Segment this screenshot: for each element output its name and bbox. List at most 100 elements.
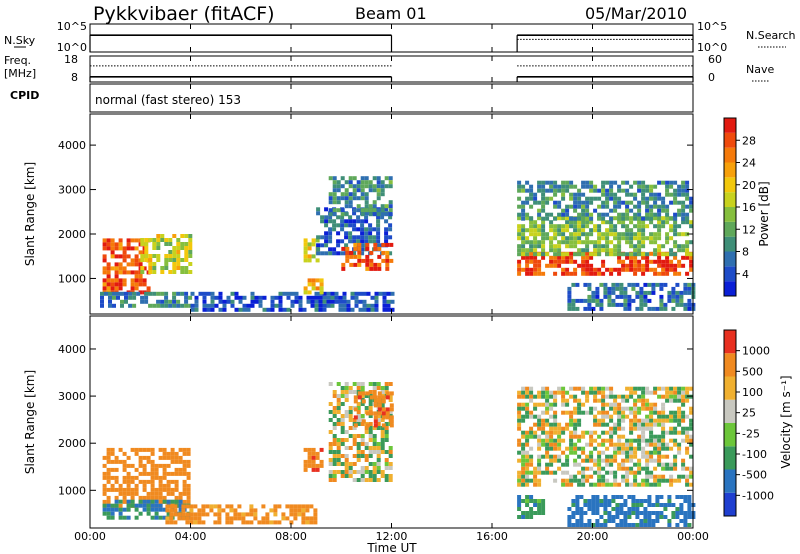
heatmap-cell (229, 516, 234, 521)
heatmap-cell (246, 303, 251, 308)
heatmap-cell (281, 516, 286, 521)
y-tick-label: 4000 (58, 343, 86, 356)
heatmap-cell (653, 418, 658, 423)
heatmap-cell (545, 446, 550, 451)
heatmap-cell (575, 495, 580, 499)
heatmap-cell (352, 235, 357, 240)
heatmap-cell (635, 294, 640, 299)
heatmap-cell (152, 270, 157, 274)
heatmap-cell (262, 295, 267, 300)
heatmap-cell (657, 442, 662, 447)
heatmap-cell (202, 295, 207, 300)
heatmap-cell (617, 271, 622, 276)
heatmap-cell (369, 411, 374, 416)
heatmap-cell (368, 478, 373, 482)
heatmap-cell (669, 478, 674, 483)
y-tick-label: 1000 (58, 272, 86, 285)
heatmap-cell (573, 386, 578, 391)
heatmap-cell (372, 474, 377, 478)
heatmap-cell (328, 247, 333, 252)
heatmap-cell (561, 228, 566, 233)
heatmap-cell (154, 491, 159, 496)
heatmap-cell (166, 491, 171, 496)
heatmap-cell (332, 247, 337, 252)
heatmap-cell (565, 390, 570, 395)
heatmap-cell (597, 442, 602, 447)
heatmap-cell (533, 430, 538, 435)
heatmap-cell (122, 467, 127, 472)
colorbar-swatch (724, 399, 736, 423)
heatmap-cell (579, 511, 584, 515)
heatmap-cell (577, 232, 582, 237)
heatmap-cell (205, 504, 210, 509)
heatmap-cell (537, 503, 542, 507)
heatmap-cell (174, 495, 179, 500)
heatmap-cell (689, 466, 694, 471)
heatmap-cell (313, 516, 318, 521)
heatmap-cell (603, 503, 608, 507)
heatmap-cell (549, 402, 554, 407)
heatmap-cell (619, 519, 624, 523)
heatmap-cell (605, 192, 610, 197)
heatmap-cell (376, 386, 381, 390)
heatmap-cell (118, 238, 123, 243)
heatmap-cell (150, 507, 155, 512)
heatmap-cell (290, 299, 295, 304)
heatmap-cell (344, 462, 349, 466)
heatmap-cell (368, 406, 373, 410)
heatmap-cell (311, 455, 316, 460)
heatmap-cell (376, 180, 381, 185)
heatmap-cell (553, 478, 558, 483)
heatmap-cell (370, 307, 375, 312)
heatmap-cell (336, 454, 341, 458)
heatmap-cell (549, 240, 554, 245)
heatmap-cell (589, 390, 594, 395)
heatmap-cell (665, 462, 670, 467)
heatmap-cell (623, 515, 628, 519)
heatmap-cell (162, 447, 167, 452)
heatmap-cell (182, 499, 187, 504)
heatmap-cell (637, 180, 642, 185)
heatmap-cell (637, 267, 642, 272)
heatmap-cell (649, 442, 654, 447)
heatmap-cell (649, 414, 654, 419)
heatmap-cell (360, 394, 365, 398)
heatmap-cell (338, 307, 343, 312)
heatmap-cell (641, 200, 646, 205)
heatmap-cell (635, 515, 640, 519)
heatmap-cell (603, 519, 608, 523)
heatmap-cell (537, 482, 542, 487)
heatmap-cell (581, 450, 586, 455)
heatmap-cell (541, 410, 546, 415)
heatmap-cell (525, 478, 530, 483)
heatmap-cell (641, 240, 646, 245)
heatmap-cell (591, 306, 596, 311)
heatmap-cell (681, 263, 686, 268)
heatmap-cell (165, 520, 170, 525)
heatmap-cell (146, 447, 151, 452)
heatmap-cell (651, 511, 656, 515)
heatmap-cell (364, 406, 369, 410)
heatmap-cell (625, 180, 630, 185)
heatmap-cell (388, 180, 393, 185)
heatmap-cell (649, 188, 654, 193)
heatmap-cell (617, 252, 622, 257)
heatmap-cell (589, 450, 594, 455)
heatmap-cell (617, 434, 622, 439)
heatmap-cell (233, 508, 238, 513)
heatmap-cell (583, 523, 588, 527)
heatmap-cell (607, 499, 612, 503)
heatmap-cell (575, 282, 580, 287)
heatmap-cell (575, 503, 580, 507)
heatmap-cell (126, 246, 131, 251)
heatmap-cell (681, 418, 686, 423)
heatmap-cell (342, 307, 347, 312)
heatmap-cell (185, 516, 190, 521)
heatmap-cell (681, 394, 686, 399)
heatmap-cell (186, 487, 191, 492)
heatmap-cell (621, 224, 626, 229)
heatmap-cell (302, 307, 307, 312)
heatmap-cell (150, 447, 155, 452)
heatmap-cell (675, 282, 680, 287)
heatmap-cell (166, 451, 171, 456)
